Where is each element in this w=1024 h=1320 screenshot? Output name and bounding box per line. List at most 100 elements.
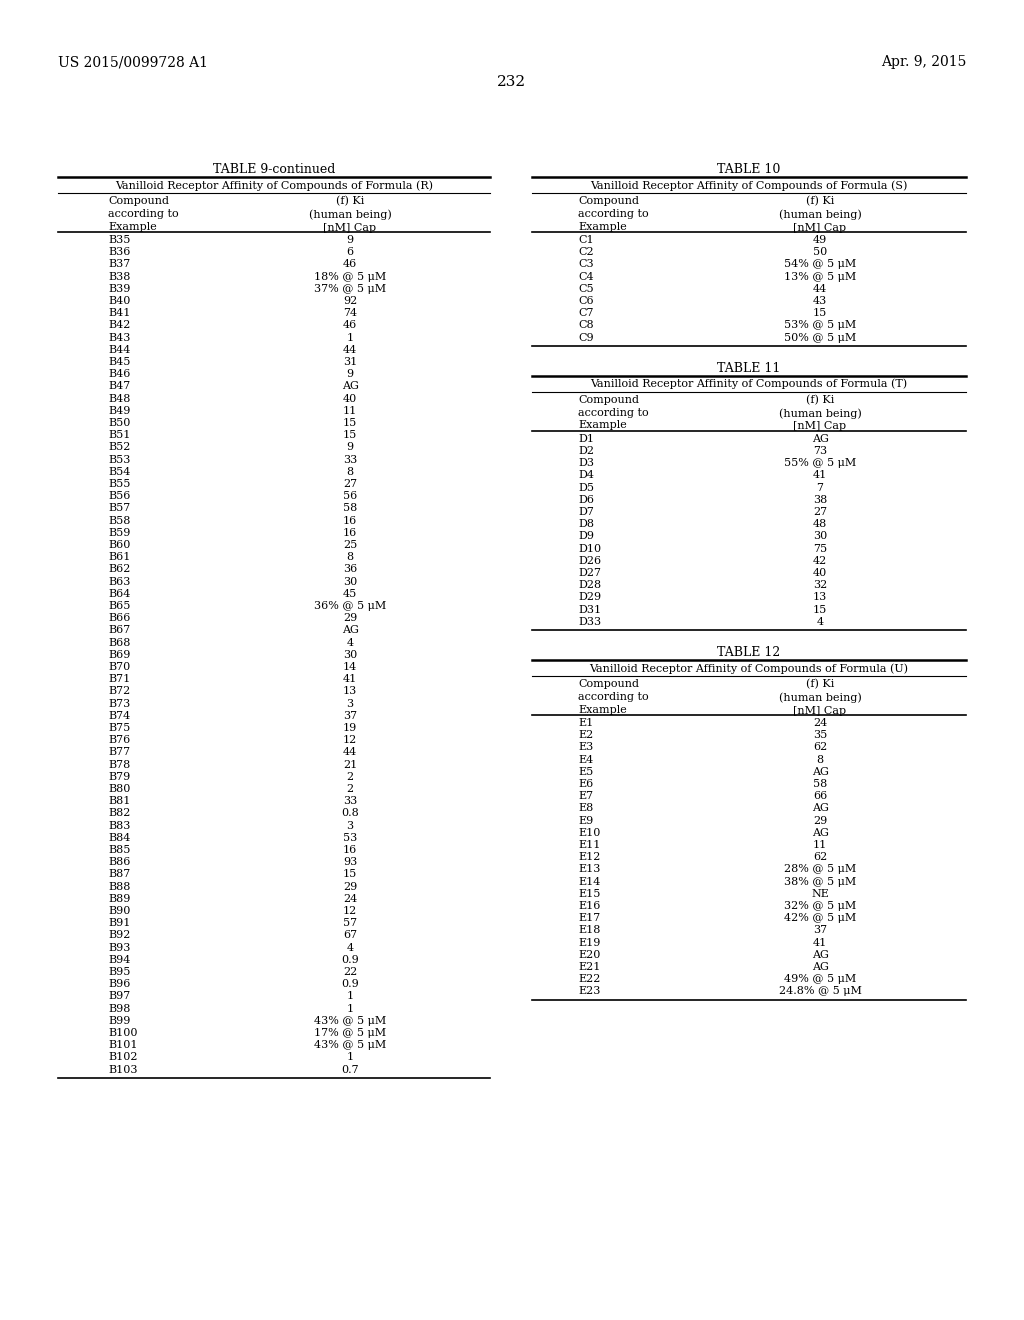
- Text: 58: 58: [343, 503, 357, 513]
- Text: E3: E3: [578, 742, 593, 752]
- Text: B89: B89: [108, 894, 130, 904]
- Text: 48: 48: [813, 519, 827, 529]
- Text: E21: E21: [578, 962, 600, 972]
- Text: 1: 1: [346, 1003, 353, 1014]
- Text: 22: 22: [343, 968, 357, 977]
- Text: AG: AG: [812, 434, 828, 444]
- Text: E13: E13: [578, 865, 600, 874]
- Text: 1: 1: [346, 991, 353, 1002]
- Text: 56: 56: [343, 491, 357, 502]
- Text: 41: 41: [813, 470, 827, 480]
- Text: B56: B56: [108, 491, 130, 502]
- Text: B92: B92: [108, 931, 130, 940]
- Text: 33: 33: [343, 796, 357, 807]
- Text: B63: B63: [108, 577, 130, 586]
- Text: C7: C7: [578, 308, 594, 318]
- Text: 9: 9: [346, 235, 353, 246]
- Text: B80: B80: [108, 784, 130, 795]
- Text: B67: B67: [108, 626, 130, 635]
- Text: B71: B71: [108, 675, 130, 684]
- Text: Apr. 9, 2015: Apr. 9, 2015: [881, 55, 966, 69]
- Text: 0.8: 0.8: [341, 808, 358, 818]
- Text: 21: 21: [343, 759, 357, 770]
- Text: B49: B49: [108, 405, 130, 416]
- Text: E22: E22: [578, 974, 600, 985]
- Text: D33: D33: [578, 616, 601, 627]
- Text: B83: B83: [108, 821, 130, 830]
- Text: C2: C2: [578, 247, 594, 257]
- Text: E15: E15: [578, 888, 600, 899]
- Text: AG: AG: [812, 804, 828, 813]
- Text: 55% @ 5 μM: 55% @ 5 μM: [784, 458, 856, 469]
- Text: B58: B58: [108, 516, 130, 525]
- Text: 13% @ 5 μM: 13% @ 5 μM: [784, 272, 856, 281]
- Text: 37% @ 5 μM: 37% @ 5 μM: [314, 284, 386, 294]
- Text: 12: 12: [343, 906, 357, 916]
- Text: E12: E12: [578, 853, 600, 862]
- Text: 15: 15: [343, 430, 357, 440]
- Text: Vanilloid Receptor Affinity of Compounds of Formula (U): Vanilloid Receptor Affinity of Compounds…: [590, 663, 908, 673]
- Text: E5: E5: [578, 767, 593, 776]
- Text: 13: 13: [813, 593, 827, 602]
- Text: B68: B68: [108, 638, 130, 648]
- Text: 43% @ 5 μM: 43% @ 5 μM: [314, 1016, 386, 1026]
- Text: B85: B85: [108, 845, 130, 855]
- Text: E4: E4: [578, 755, 593, 764]
- Text: C6: C6: [578, 296, 594, 306]
- Text: D6: D6: [578, 495, 594, 504]
- Text: B103: B103: [108, 1065, 137, 1074]
- Text: 29: 29: [813, 816, 827, 825]
- Text: B66: B66: [108, 614, 130, 623]
- Text: AG: AG: [812, 828, 828, 838]
- Text: C8: C8: [578, 321, 594, 330]
- Text: 66: 66: [813, 791, 827, 801]
- Text: E9: E9: [578, 816, 593, 825]
- Text: B90: B90: [108, 906, 130, 916]
- Text: D9: D9: [578, 532, 594, 541]
- Text: B51: B51: [108, 430, 130, 440]
- Text: B42: B42: [108, 321, 130, 330]
- Text: 37: 37: [813, 925, 827, 936]
- Text: C9: C9: [578, 333, 594, 343]
- Text: AG: AG: [342, 626, 358, 635]
- Text: 8: 8: [346, 552, 353, 562]
- Text: D5: D5: [578, 483, 594, 492]
- Text: 46: 46: [343, 321, 357, 330]
- Text: 50: 50: [813, 247, 827, 257]
- Text: Compound
according to
Example: Compound according to Example: [578, 678, 648, 714]
- Text: 75: 75: [813, 544, 827, 553]
- Text: B43: B43: [108, 333, 130, 343]
- Text: B57: B57: [108, 503, 130, 513]
- Text: D1: D1: [578, 434, 594, 444]
- Text: 14: 14: [343, 663, 357, 672]
- Text: 40: 40: [343, 393, 357, 404]
- Text: B81: B81: [108, 796, 130, 807]
- Text: B79: B79: [108, 772, 130, 781]
- Text: 42: 42: [813, 556, 827, 566]
- Text: NE: NE: [811, 888, 829, 899]
- Text: 29: 29: [343, 614, 357, 623]
- Text: 29: 29: [343, 882, 357, 891]
- Text: B94: B94: [108, 954, 130, 965]
- Text: B65: B65: [108, 601, 130, 611]
- Text: 44: 44: [343, 747, 357, 758]
- Text: 16: 16: [343, 516, 357, 525]
- Text: 12: 12: [343, 735, 357, 746]
- Text: E6: E6: [578, 779, 593, 789]
- Text: 24.8% @ 5 μM: 24.8% @ 5 μM: [778, 986, 861, 997]
- Text: E10: E10: [578, 828, 600, 838]
- Text: E23: E23: [578, 986, 600, 997]
- Text: 3: 3: [346, 821, 353, 830]
- Text: 15: 15: [343, 418, 357, 428]
- Text: 36% @ 5 μM: 36% @ 5 μM: [314, 601, 386, 611]
- Text: E14: E14: [578, 876, 600, 887]
- Text: B77: B77: [108, 747, 130, 758]
- Text: 40: 40: [813, 568, 827, 578]
- Text: B50: B50: [108, 418, 130, 428]
- Text: E2: E2: [578, 730, 593, 741]
- Text: TABLE 12: TABLE 12: [718, 645, 780, 659]
- Text: 232: 232: [498, 75, 526, 88]
- Text: B88: B88: [108, 882, 130, 891]
- Text: E11: E11: [578, 840, 600, 850]
- Text: 13: 13: [343, 686, 357, 697]
